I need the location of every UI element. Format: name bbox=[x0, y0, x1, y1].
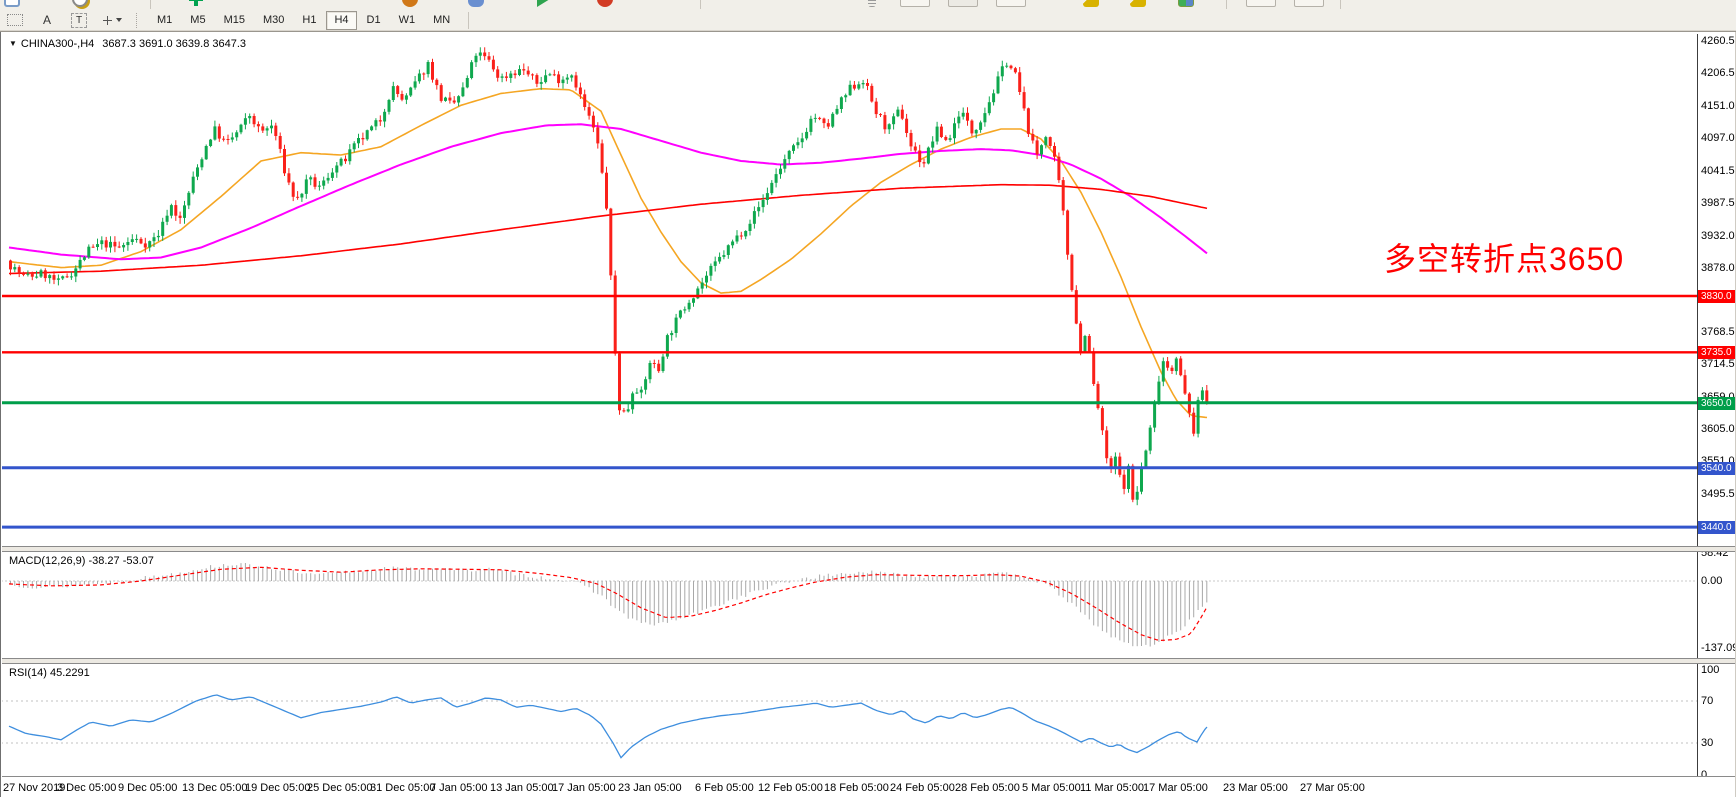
toolbar-orange-icon[interactable] bbox=[402, 0, 418, 7]
toolbar-drawing-timeframes: A T M1 M5 M15 M30 H1 H4 D1 W1 MN bbox=[0, 10, 1736, 31]
arrows-tool-dropdown[interactable] bbox=[103, 12, 122, 29]
play-icon[interactable] bbox=[537, 0, 550, 7]
macd-indicator-label: MACD(12,26,9) -38.27 -53.07 bbox=[9, 555, 154, 567]
line-tool-button[interactable] bbox=[996, 0, 1026, 7]
timeframe-m5-button[interactable]: M5 bbox=[182, 11, 213, 30]
pencil2-icon[interactable] bbox=[1130, 0, 1146, 7]
time-axis-label: 23 Jan 05:00 bbox=[618, 782, 682, 794]
macd-axis-label: -137.09 bbox=[1701, 641, 1736, 654]
rsi-axis-label: 100 bbox=[1701, 663, 1720, 676]
symbol-period-label: CHINA300-,H4 bbox=[20, 38, 95, 50]
ohlc-values: 3687.3 3691.0 3639.8 3647.3 bbox=[102, 38, 247, 50]
chart-dropdown-icon[interactable]: ▼ bbox=[9, 39, 17, 48]
time-axis-label: 7 Jan 05:00 bbox=[430, 782, 488, 794]
toolbar-separator bbox=[468, 11, 470, 29]
price-level-badge: 3440.0 bbox=[1698, 521, 1736, 535]
axis-price-label: 3932.0 bbox=[1701, 229, 1735, 242]
timeframe-mn-button[interactable]: MN bbox=[425, 11, 458, 30]
axis-price-label: 4097.0 bbox=[1701, 131, 1735, 144]
time-axis-label: 27 Nov 2019 bbox=[3, 782, 66, 794]
axis-price-label: 3987.5 bbox=[1701, 196, 1735, 209]
time-axis-label: 27 Mar 05:00 bbox=[1300, 782, 1365, 794]
crosshair-arrows-icon bbox=[103, 15, 112, 25]
new-chart-icon[interactable] bbox=[4, 0, 20, 7]
pane-separator[interactable] bbox=[0, 658, 1736, 664]
new-order-icon[interactable] bbox=[188, 0, 204, 7]
macd-axis-label: 0.00 bbox=[1701, 575, 1723, 587]
magnifier-icon[interactable] bbox=[72, 0, 88, 7]
timeframe-d1-button[interactable]: D1 bbox=[359, 11, 389, 30]
menu-grip-icon bbox=[868, 0, 876, 7]
axis-price-label: 3714.5 bbox=[1701, 358, 1735, 371]
price-level-badge: 3735.0 bbox=[1698, 346, 1736, 360]
text-tool-icon[interactable]: A bbox=[42, 13, 51, 27]
time-axis-label: 9 Dec 05:00 bbox=[118, 782, 178, 794]
time-axis-label: 17 Mar 05:00 bbox=[1143, 782, 1208, 794]
axis-price-label: 4206.5 bbox=[1701, 66, 1735, 79]
price-level-badge: 3540.0 bbox=[1698, 461, 1736, 475]
timeframe-m1-button[interactable]: M1 bbox=[149, 11, 180, 30]
grid-tool-icon[interactable] bbox=[7, 14, 23, 26]
rsi-pane[interactable] bbox=[1, 664, 1697, 776]
axis-price-label: 4151.0 bbox=[1701, 99, 1735, 112]
rsi-axis-label: 70 bbox=[1701, 695, 1714, 707]
time-axis-label: 5 Mar 05:00 bbox=[1022, 782, 1081, 794]
timeframe-m30-button[interactable]: M30 bbox=[255, 11, 292, 30]
timeframe-h4-button[interactable]: H4 bbox=[326, 10, 357, 30]
price-level-badge: 3650.0 bbox=[1698, 396, 1736, 410]
price-axis[interactable]: 4260.5 4206.5 4151.0 4097.0 4041.5 3987.5 3932… bbox=[1697, 34, 1736, 781]
time-axis-label: 23 Mar 05:00 bbox=[1223, 782, 1288, 794]
chart-window: ▼ CHINA300-,H4 3687.3 3691.0 3639.8 3647.3… bbox=[0, 31, 1736, 797]
time-axis-label: 17 Jan 05:00 bbox=[552, 782, 616, 794]
price-level-badge: 3830.0 bbox=[1698, 290, 1736, 304]
autotrading-icon[interactable] bbox=[597, 0, 613, 7]
chart-title: ▼ CHINA300-,H4 3687.3 3691.0 3639.8 3647.3 bbox=[9, 38, 246, 50]
time-axis-label: 11 Mar 05:00 bbox=[1080, 782, 1145, 794]
time-axis-label: 13 Jan 05:00 bbox=[490, 782, 554, 794]
cursor-tool-button[interactable] bbox=[900, 0, 930, 7]
main-price-pane[interactable] bbox=[1, 35, 1697, 546]
axis-price-label: 3495.5 bbox=[1701, 488, 1735, 501]
pencil-icon[interactable] bbox=[1083, 0, 1099, 7]
rsi-indicator-label: RSI(14) 45.2291 bbox=[9, 667, 90, 679]
time-axis-label: 18 Feb 05:00 bbox=[824, 782, 889, 794]
crosshair-tool-button[interactable] bbox=[948, 0, 978, 7]
dropdown-caret-icon bbox=[116, 18, 122, 22]
timeframe-w1-button[interactable]: W1 bbox=[391, 11, 424, 30]
toolbar-top-clipped bbox=[0, 0, 1736, 10]
axis-price-label: 3768.5 bbox=[1701, 326, 1735, 339]
zoom-in-button[interactable] bbox=[1246, 0, 1276, 7]
time-axis-label: 25 Dec 05:00 bbox=[307, 782, 373, 794]
timeframe-h1-button[interactable]: H1 bbox=[294, 11, 324, 30]
time-axis-label: 3 Dec 05:00 bbox=[57, 782, 117, 794]
zoom-out-button[interactable] bbox=[1294, 0, 1324, 7]
time-axis-label: 12 Feb 05:00 bbox=[758, 782, 823, 794]
time-axis-label: 19 Dec 05:00 bbox=[245, 782, 311, 794]
indicators-icon[interactable] bbox=[1178, 0, 1194, 7]
toolbar-separator bbox=[136, 12, 137, 28]
timeframe-m15-button[interactable]: M15 bbox=[216, 11, 253, 30]
pane-separator[interactable] bbox=[0, 546, 1736, 552]
axis-price-label: 3878.0 bbox=[1701, 261, 1735, 274]
rsi-axis-label: 30 bbox=[1701, 737, 1714, 749]
chart-text-annotation[interactable]: 多空转折点3650 bbox=[1384, 241, 1625, 277]
time-axis-label: 13 Dec 05:00 bbox=[182, 782, 248, 794]
rsi-axis-label: 0 bbox=[1701, 768, 1708, 781]
axis-price-label: 4260.5 bbox=[1701, 35, 1735, 47]
toolbar-blue-icon[interactable] bbox=[468, 0, 484, 7]
macd-pane[interactable] bbox=[1, 552, 1697, 658]
time-axis[interactable]: 27 Nov 2019 3 Dec 05:00 9 Dec 05:00 13 Dec … bbox=[0, 776, 1736, 797]
time-axis-label: 31 Dec 05:00 bbox=[370, 782, 436, 794]
time-axis-label: 28 Feb 05:00 bbox=[955, 782, 1020, 794]
time-axis-label: 24 Feb 05:00 bbox=[890, 782, 955, 794]
time-axis-label: 6 Feb 05:00 bbox=[695, 782, 754, 794]
text-label-tool-icon[interactable]: T bbox=[71, 12, 87, 28]
axis-price-label: 4041.5 bbox=[1701, 164, 1735, 177]
axis-price-label: 3605.0 bbox=[1701, 423, 1735, 436]
